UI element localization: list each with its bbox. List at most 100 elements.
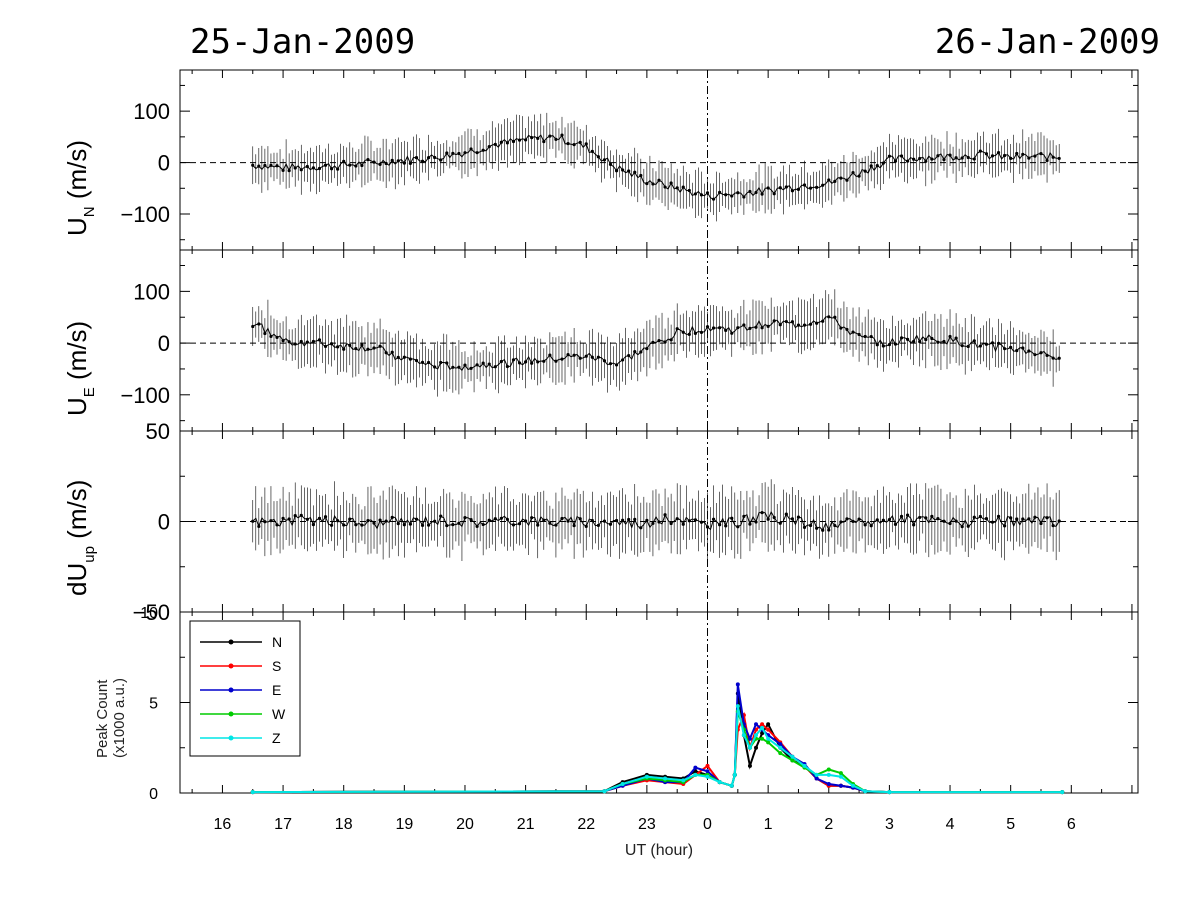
dup-data-point xyxy=(1021,517,1025,521)
dup-ytick-label: 0 xyxy=(158,510,170,535)
peak-point-z xyxy=(732,772,737,777)
peak-point-w xyxy=(778,751,783,756)
dup-ytick-label: −50 xyxy=(133,600,170,625)
dup-data-point xyxy=(711,517,716,521)
un-data-point xyxy=(1009,156,1013,160)
ue-data-point xyxy=(511,358,516,362)
ue-data-point xyxy=(439,360,443,365)
un-data-point xyxy=(851,171,855,175)
un-data-point xyxy=(1039,152,1043,156)
dup-data-point xyxy=(863,523,867,527)
un-data-point xyxy=(627,169,631,173)
ue-data-point xyxy=(918,340,922,344)
peak-point-z xyxy=(693,772,698,777)
dup-data-point xyxy=(651,521,655,525)
ue-data-point xyxy=(602,359,607,363)
dup-data-point xyxy=(584,524,588,528)
dup-ylabel-unit: (m/s) xyxy=(62,480,92,546)
dup-data-point xyxy=(548,521,552,525)
dup-data-point xyxy=(263,520,267,524)
ue-data-point xyxy=(360,343,364,347)
un-data-point xyxy=(748,189,752,194)
peak-point-n xyxy=(754,745,759,750)
dup-data-point xyxy=(802,525,807,530)
ue-data-point xyxy=(1009,345,1013,349)
ue-data-point xyxy=(808,322,813,326)
peak-point-z xyxy=(1060,790,1065,795)
peak-point-e xyxy=(838,783,843,788)
ue-data-point xyxy=(742,323,746,327)
un-data-point xyxy=(966,155,970,160)
un-data-point xyxy=(687,188,691,193)
ue-data-point xyxy=(984,342,989,346)
dup-data-point xyxy=(1027,517,1031,521)
ue-data-point xyxy=(548,353,552,357)
ue-data-point xyxy=(669,338,673,342)
un-data-point xyxy=(693,192,697,196)
dup-data-point xyxy=(1057,519,1061,523)
ue-panel: 100 0 −100 xyxy=(120,249,1139,432)
un-data-point xyxy=(766,186,770,190)
un-data-point xyxy=(487,145,491,149)
un-data-point xyxy=(499,140,503,144)
peak-point-w xyxy=(766,740,771,745)
ue-data-point xyxy=(590,355,594,359)
peak-point-e xyxy=(693,765,698,770)
un-data-point xyxy=(305,164,309,169)
dup-data-point xyxy=(954,519,958,523)
un-data-point xyxy=(954,156,958,160)
dup-data-point xyxy=(730,516,734,520)
un-data-point xyxy=(590,149,594,153)
peak-point-z xyxy=(754,733,759,738)
dup-data-point xyxy=(578,517,582,521)
ue-ylabel-unit: (m/s) xyxy=(62,321,92,387)
ue-ytick-label: 0 xyxy=(158,331,170,356)
un-data-point xyxy=(887,154,892,158)
un-data-point xyxy=(602,158,607,162)
un-data-point xyxy=(681,185,685,189)
legend-label-n: N xyxy=(272,634,282,650)
un-data-point xyxy=(705,191,710,195)
dup-data-point xyxy=(790,517,794,521)
ue-data-point xyxy=(681,330,685,334)
un-data-point xyxy=(633,170,637,174)
ue-data-point xyxy=(930,336,934,341)
ue-data-point xyxy=(317,338,322,342)
dup-data-point xyxy=(505,517,510,521)
un-data-point xyxy=(366,157,370,162)
peak-point-z xyxy=(705,774,710,779)
un-data-point xyxy=(905,159,910,163)
ue-data-point xyxy=(936,340,940,344)
ue-data-point xyxy=(990,341,995,345)
dup-data-point xyxy=(384,519,388,523)
legend-label-w: W xyxy=(272,706,286,722)
dup-data-point xyxy=(342,523,346,527)
dup-data-point xyxy=(530,516,534,520)
un-data-point xyxy=(893,159,898,163)
dup-data-point xyxy=(669,521,673,526)
peak-ytick-label: 0 xyxy=(149,786,158,803)
dup-data-point xyxy=(317,516,322,520)
ue-data-point xyxy=(281,339,285,343)
dup-data-point xyxy=(408,522,413,526)
un-data-point xyxy=(675,186,679,190)
dup-data-point xyxy=(657,520,661,524)
un-data-point xyxy=(645,181,649,186)
un-data-point xyxy=(457,151,461,156)
dup-data-point xyxy=(675,517,679,521)
dup-data-point xyxy=(851,519,855,523)
dup-data-point xyxy=(693,518,697,522)
dup-data-point xyxy=(1009,516,1013,520)
ue-data-point xyxy=(1045,353,1049,357)
dup-data-point xyxy=(281,516,285,520)
un-data-point xyxy=(857,174,861,178)
dup-data-point xyxy=(475,524,479,528)
dup-data-point xyxy=(378,518,382,522)
un-ytick-label: 100 xyxy=(133,99,170,124)
peak-point-z xyxy=(851,783,856,788)
dup-data-point xyxy=(566,519,570,523)
dup-data-point xyxy=(608,522,613,526)
legend-marker-z xyxy=(228,735,234,741)
ue-data-point xyxy=(378,344,382,348)
ue-data-point xyxy=(366,347,370,351)
